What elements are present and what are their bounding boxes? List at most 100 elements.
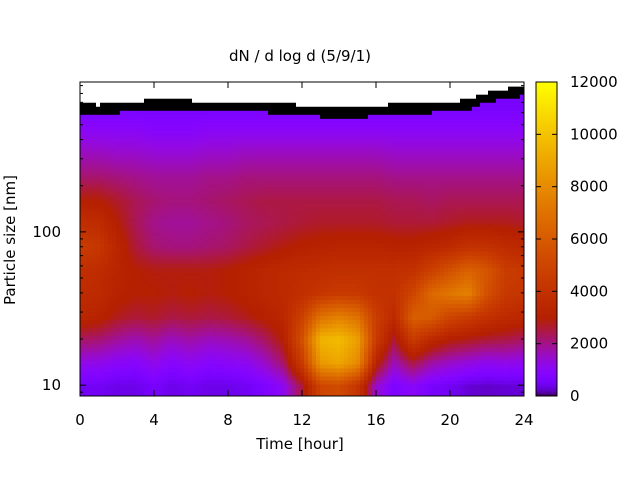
heatmap-cell	[276, 198, 281, 204]
heatmap-cell	[232, 339, 237, 345]
heatmap-cell	[308, 170, 313, 176]
heatmap-cell	[112, 166, 117, 172]
heatmap-cell	[144, 307, 149, 313]
heatmap-cell	[228, 94, 233, 99]
heatmap-cell	[136, 134, 141, 139]
heatmap-cell	[172, 327, 177, 333]
heatmap-cell	[152, 339, 157, 345]
heatmap-cell	[128, 335, 133, 341]
heatmap-cell	[204, 94, 209, 99]
heatmap-cell	[232, 239, 237, 244]
heatmap-cell	[280, 90, 285, 95]
heatmap-cell	[312, 299, 317, 305]
heatmap-cell	[312, 375, 317, 381]
heatmap-cell	[104, 186, 109, 192]
heatmap-cell	[312, 275, 317, 280]
heatmap-cell	[244, 391, 249, 396]
heatmap-cell	[216, 239, 221, 244]
heatmap-cell	[300, 142, 305, 148]
heatmap-cell	[112, 295, 117, 300]
heatmap-cell	[156, 279, 161, 284]
heatmap-cell	[248, 166, 253, 172]
heatmap-cell	[144, 275, 149, 280]
heatmap-cell	[164, 247, 169, 252]
heatmap-cell	[252, 251, 257, 256]
heatmap-cell	[312, 150, 317, 156]
heatmap-cell	[264, 287, 269, 292]
heatmap-cell	[148, 347, 153, 353]
heatmap-cell	[276, 166, 281, 172]
heatmap-cell	[132, 82, 137, 87]
heatmap-cell	[188, 118, 193, 123]
heatmap-cell	[300, 110, 305, 115]
heatmap-cell	[120, 202, 125, 208]
heatmap-cell	[148, 122, 153, 127]
heatmap-cell	[116, 234, 121, 240]
heatmap-cell	[136, 146, 141, 152]
heatmap-cell	[288, 311, 293, 317]
heatmap-cell	[100, 255, 105, 260]
heatmap-cell	[172, 347, 177, 353]
heatmap-cell	[312, 383, 317, 389]
heatmap-cell	[192, 367, 197, 373]
heatmap-cell	[104, 299, 109, 305]
heatmap-cell	[296, 230, 301, 236]
heatmap-cell	[304, 343, 309, 349]
heatmap-cell	[300, 363, 305, 369]
heatmap-cell	[84, 158, 89, 164]
heatmap-cell	[240, 110, 245, 115]
heatmap-cell	[132, 86, 137, 91]
heatmap-cell	[284, 230, 289, 236]
heatmap-cell	[196, 130, 201, 135]
heatmap-cell	[228, 239, 233, 244]
heatmap-cell	[284, 355, 289, 361]
heatmap-cell	[256, 283, 261, 288]
heatmap-cell	[116, 363, 121, 369]
heatmap-cell	[260, 230, 265, 236]
heatmap-cell	[116, 222, 121, 228]
heatmap-cell	[240, 106, 245, 111]
heatmap-cell	[136, 387, 141, 393]
heatmap-cell	[280, 335, 285, 341]
heatmap-cell	[92, 243, 97, 248]
heatmap-cell	[232, 279, 237, 284]
heatmap-cell	[216, 347, 221, 353]
heatmap-cell	[208, 218, 213, 224]
heatmap-cell	[284, 130, 289, 135]
heatmap-cell	[276, 218, 281, 224]
heatmap-cell	[100, 295, 105, 300]
heatmap-cell	[144, 106, 149, 111]
heatmap-cell	[280, 275, 285, 280]
heatmap-cell	[112, 202, 117, 208]
heatmap-cell	[132, 271, 137, 276]
heatmap-cell	[304, 182, 309, 188]
heatmap-cell	[96, 174, 101, 180]
heatmap-cell	[208, 379, 213, 385]
heatmap-cell	[96, 267, 101, 272]
heatmap-cell	[152, 166, 157, 172]
heatmap-cell	[164, 230, 169, 236]
heatmap-cell	[252, 247, 257, 252]
heatmap-cell	[224, 251, 229, 256]
heatmap-cell	[88, 186, 93, 192]
heatmap-cell	[324, 267, 329, 272]
heatmap-cell	[328, 347, 333, 353]
heatmap-cell	[84, 319, 89, 325]
heatmap-cell	[212, 371, 217, 377]
heatmap-cell	[168, 190, 173, 196]
heatmap-cell	[320, 279, 325, 284]
heatmap-cell	[176, 122, 181, 127]
heatmap-cell	[120, 391, 125, 396]
heatmap-cell	[264, 323, 269, 329]
heatmap-cell	[256, 182, 261, 188]
heatmap-cell	[292, 162, 297, 168]
heatmap-cell	[196, 166, 201, 172]
heatmap-cell	[168, 182, 173, 188]
heatmap-cell	[92, 239, 97, 244]
heatmap-cell	[140, 295, 145, 300]
heatmap-cell	[300, 126, 305, 131]
heatmap-cell	[324, 387, 329, 393]
heatmap-cell	[252, 339, 257, 345]
heatmap-cell	[260, 90, 265, 95]
